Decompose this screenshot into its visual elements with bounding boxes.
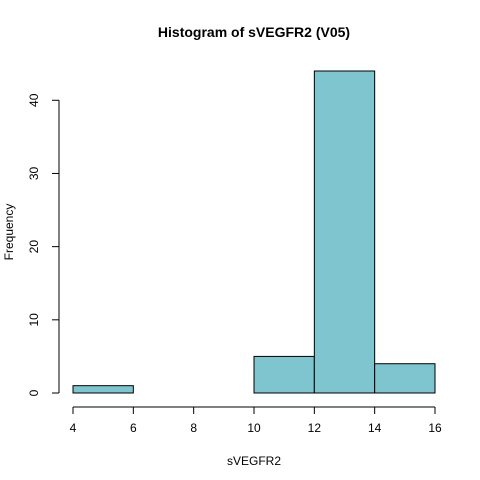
y-tick-label: 20: [27, 240, 41, 254]
histogram-bar: [313, 70, 376, 394]
bars-group: [72, 70, 436, 394]
histogram-bar: [374, 363, 436, 394]
histogram-bar: [253, 355, 315, 394]
x-tick-label: 4: [70, 421, 77, 435]
y-tick-label: 30: [27, 166, 41, 180]
y-axis-label: Frequency: [2, 204, 16, 261]
chart-title: Histogram of sVEGFR2 (V05): [158, 24, 350, 40]
y-axis: 0 10 20 30 40: [27, 93, 60, 396]
x-tick-label: 6: [130, 421, 137, 435]
x-tick-label: 10: [247, 421, 261, 435]
y-tick-label: 40: [27, 93, 41, 107]
x-axis-label: sVEGFR2: [227, 454, 281, 468]
y-tick-label: 0: [27, 389, 41, 396]
x-tick-label: 16: [428, 421, 442, 435]
x-tick-label: 14: [368, 421, 382, 435]
y-tick-label: 10: [27, 313, 41, 327]
histogram-bar: [72, 385, 134, 394]
x-tick-label: 12: [308, 421, 322, 435]
x-tick-label: 8: [190, 421, 197, 435]
x-axis: 4 6 8 10 12 14 16: [70, 406, 442, 435]
